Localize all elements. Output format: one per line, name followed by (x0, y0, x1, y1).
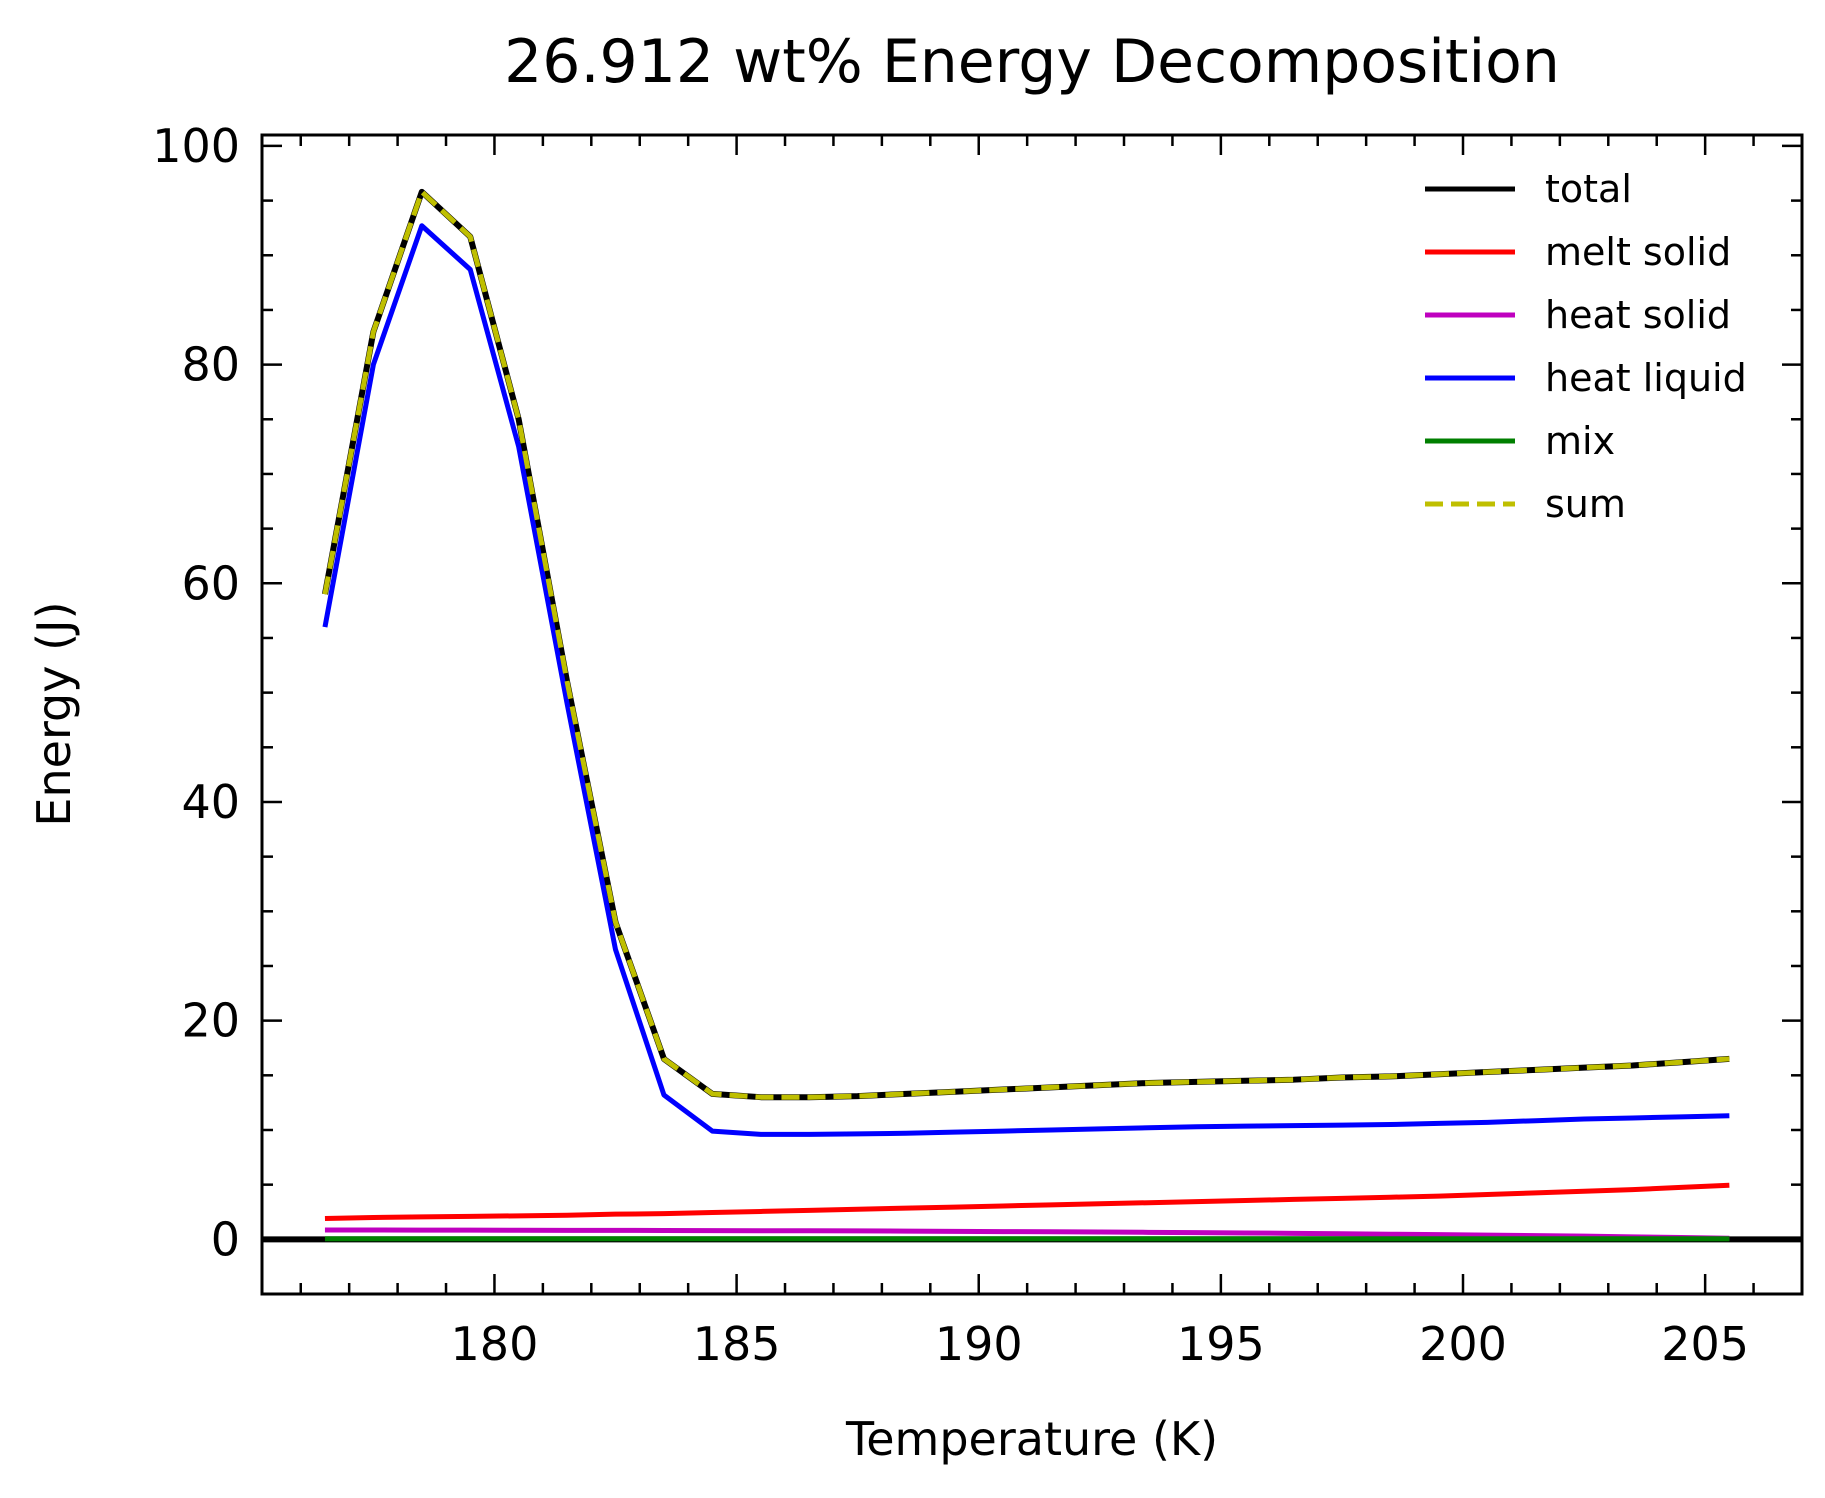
legend-label-heat-liquid: heat liquid (1545, 356, 1747, 400)
plot-area: 180 185 190 195 200 205 0 20 40 60 80 100 (152, 119, 1804, 1371)
series-line-heat-liquid (322, 223, 1730, 1137)
x-tick-label: 185 (693, 1317, 781, 1371)
legend-label-heat-solid: heat solid (1545, 293, 1731, 337)
legend-label-mix: mix (1545, 419, 1615, 463)
series-line-heat-solid (324, 1227, 1730, 1241)
y-tick-label: 0 (211, 1212, 240, 1266)
x-tick-label: 205 (1661, 1317, 1749, 1371)
legend-label-melt-solid: melt solid (1545, 230, 1731, 274)
y-tick-label: 100 (152, 119, 240, 173)
legend-label-total: total (1545, 167, 1632, 211)
y-axis-label: Energy (J) (27, 601, 81, 826)
y-tick-label: 60 (181, 556, 240, 610)
series-line-melt-solid (324, 1182, 1730, 1222)
series-line-total (322, 188, 1730, 1101)
x-tick-label: 195 (1177, 1317, 1265, 1371)
plot-frame (260, 133, 1804, 1296)
x-tick-label: 190 (935, 1317, 1023, 1371)
x-tick-label: 200 (1419, 1317, 1507, 1371)
y-tick-label: 20 (181, 994, 240, 1048)
series-line-sum (322, 189, 1730, 1100)
x-tick-label: 180 (451, 1317, 539, 1371)
x-axis-label: Temperature (K) (845, 1412, 1218, 1466)
chart-title: 26.912 wt% Energy Decomposition (504, 27, 1560, 97)
legend-label-sum: sum (1545, 482, 1626, 526)
y-tick-label: 40 (181, 775, 240, 829)
y-tick-label: 80 (181, 338, 240, 392)
legend: total melt solid heat solid heat liquid mix s… (1425, 167, 1747, 526)
